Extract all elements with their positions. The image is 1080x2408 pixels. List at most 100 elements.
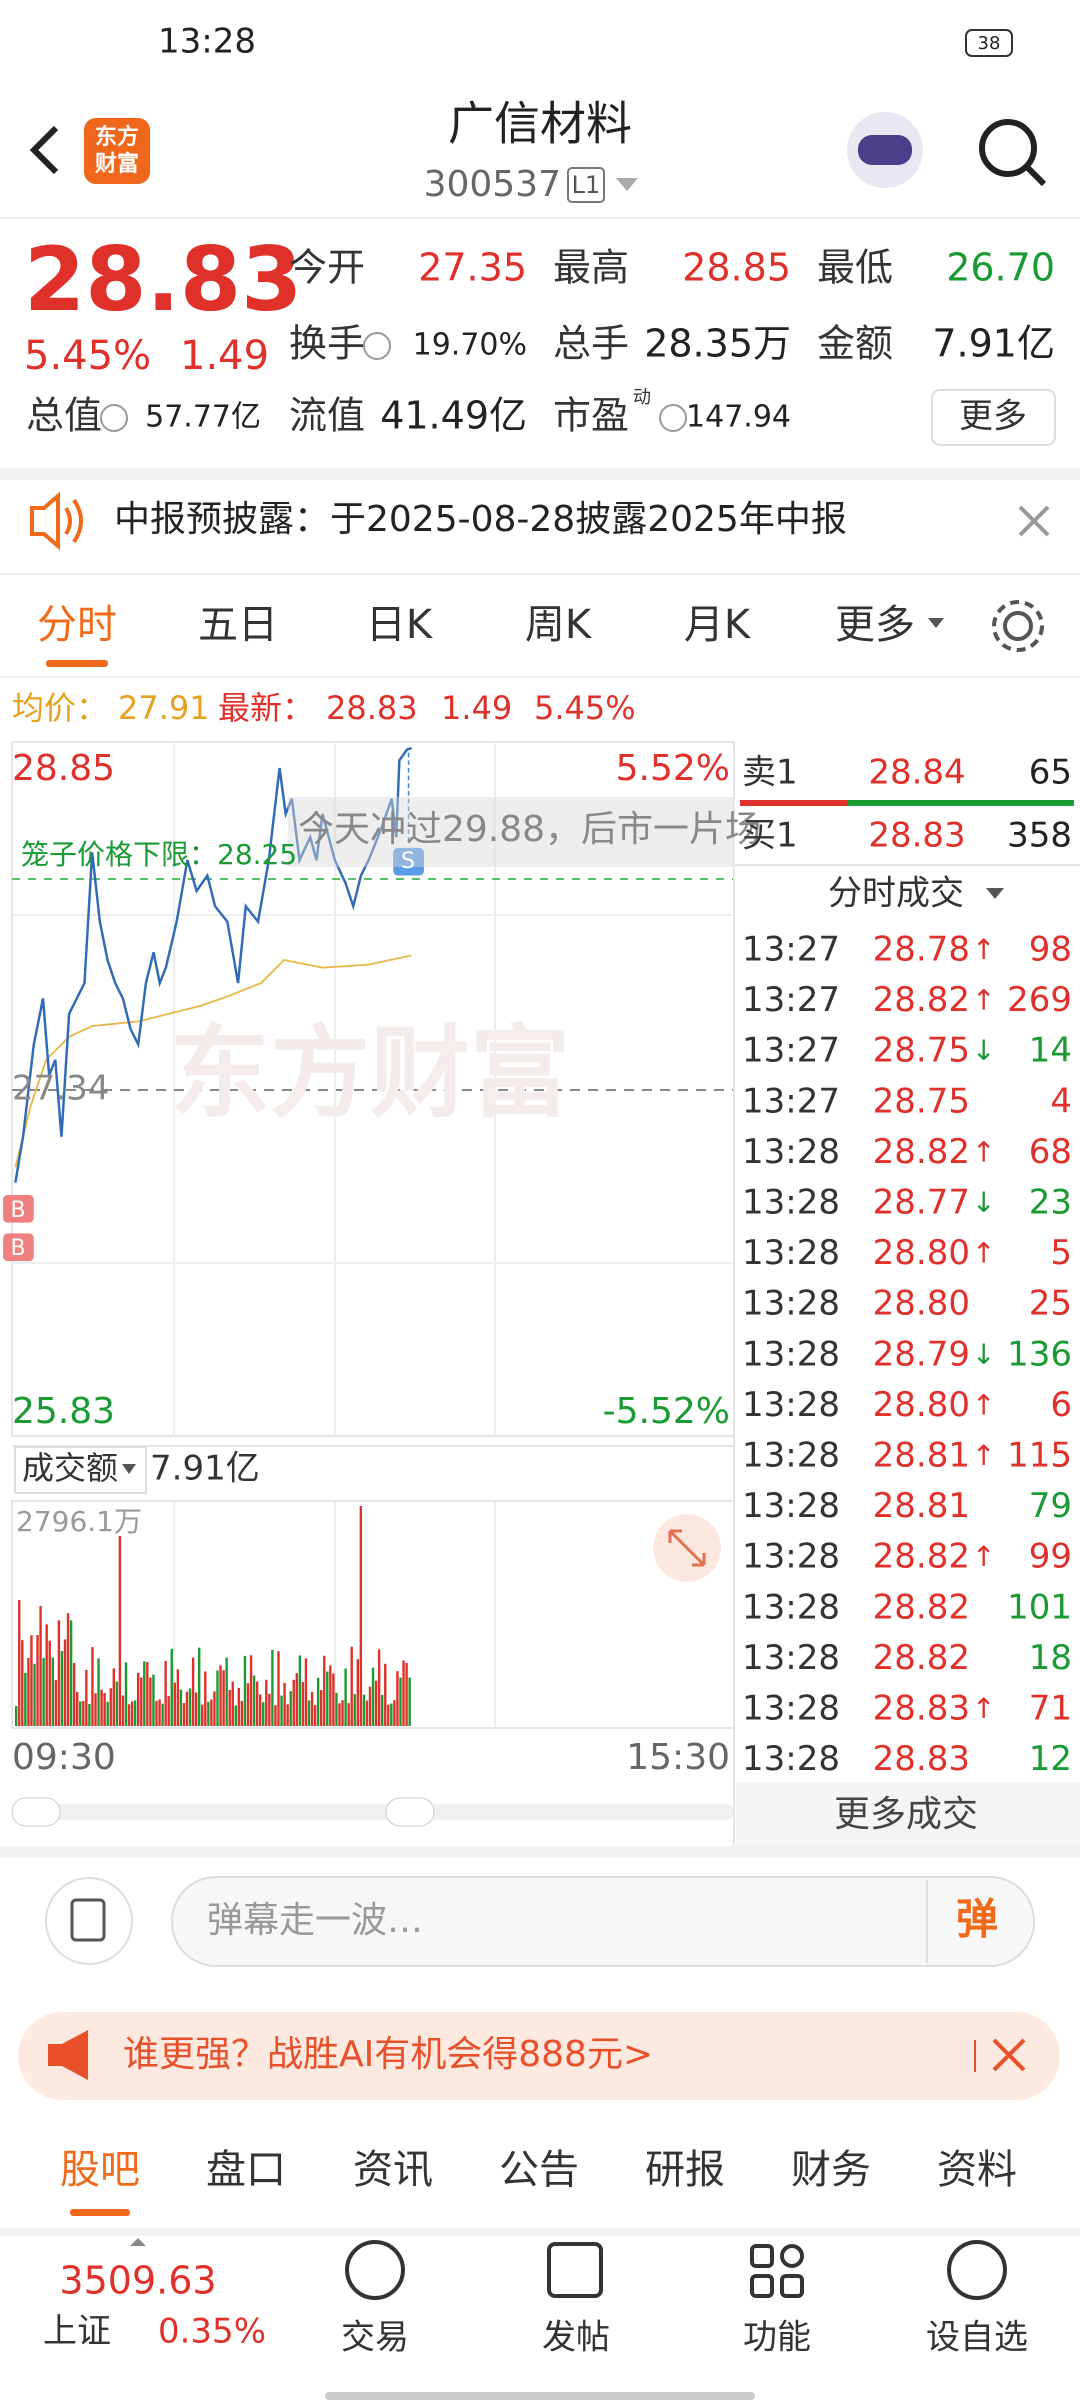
volume-bar <box>33 1663 36 1726</box>
volume-bar <box>252 1675 256 1726</box>
trade-price: 28.80 <box>873 1233 970 1273</box>
trade-time: 13:28 <box>742 1436 840 1476</box>
trade-volume: 6 <box>1050 1385 1072 1425</box>
trade-price: 28.81 <box>873 1436 970 1476</box>
volume-bar <box>240 1700 244 1726</box>
volume-bar <box>335 1692 338 1726</box>
close-icon[interactable] <box>992 2038 1026 2072</box>
volume-bar <box>72 1662 76 1726</box>
trade-price: 28.83 <box>873 1739 970 1779</box>
volume-max: 2796.1万 <box>16 1505 142 1538</box>
stat-value: 57.77亿 <box>145 400 261 435</box>
volume-bar <box>21 1640 24 1726</box>
dropdown-arrow <box>928 618 944 628</box>
chart-tab[interactable]: 周K <box>525 602 593 648</box>
battery <box>965 29 1013 57</box>
stat-value: 7.91亿 <box>932 322 1055 366</box>
volume-bar <box>149 1677 152 1726</box>
volume-bar <box>161 1703 164 1726</box>
volume-bar <box>271 1649 274 1726</box>
more-trades[interactable]: 更多成交 <box>834 1794 978 1835</box>
chart-tab[interactable]: 五日 <box>198 602 278 648</box>
danmaku-button[interactable]: 弹 <box>956 1895 998 1944</box>
index-name: 上证 <box>43 2312 111 2352</box>
volume-bar <box>286 1704 289 1726</box>
volume-bar <box>268 1693 271 1726</box>
scroll-handle[interactable] <box>385 1797 435 1827</box>
section-tab[interactable]: 公告 <box>499 2147 579 2193</box>
volume-bar <box>24 1672 27 1726</box>
order-level: 卖1 <box>742 753 798 793</box>
comment-input[interactable] <box>171 1876 1035 1967</box>
volume-bar <box>356 1659 359 1726</box>
section-tab[interactable]: 研报 <box>645 2147 725 2193</box>
chart-tab[interactable]: 月K <box>684 602 752 648</box>
volume-bar <box>307 1700 311 1726</box>
volume-bar <box>60 1650 64 1726</box>
cage-label: 笼子价格下限：28.25 <box>21 838 297 871</box>
search-icon[interactable] <box>979 119 1037 177</box>
volume-bar <box>283 1682 286 1726</box>
active-tab-indicator <box>46 660 108 667</box>
section-tab[interactable]: 股吧 <box>60 2147 140 2193</box>
trade-direction: ↑ <box>972 1692 995 1725</box>
volume-bar <box>219 1665 222 1726</box>
stat-label: 最高 <box>553 246 629 290</box>
nav-item[interactable]: 功能 <box>743 2318 811 2358</box>
chart-tab[interactable]: 日K <box>366 602 434 648</box>
volume-selector: 成交额 <box>22 1449 118 1487</box>
divider <box>0 2228 1080 2236</box>
volume-selector-box[interactable] <box>14 1446 147 1494</box>
volume-bar <box>39 1606 42 1726</box>
divider <box>0 676 1080 678</box>
nav-item[interactable]: 发帖 <box>542 2318 610 2358</box>
chart-tab[interactable]: 更多 <box>835 602 915 648</box>
section-tab[interactable]: 资讯 <box>353 2147 433 2193</box>
trade-direction: ↑ <box>972 933 995 966</box>
settings-icon[interactable] <box>1003 611 1033 641</box>
trade-volume: 5 <box>1050 1233 1072 1273</box>
comment-icon[interactable] <box>45 1877 133 1965</box>
volume-bar <box>359 1506 363 1726</box>
trade-time: 13:28 <box>742 1486 840 1526</box>
stat-label: 换手 <box>289 322 365 366</box>
scroll-handle[interactable] <box>11 1797 61 1827</box>
volume-bar <box>143 1661 146 1726</box>
more-trades-bg[interactable] <box>736 1782 1080 1846</box>
volume-bar <box>164 1660 167 1726</box>
close-icon[interactable] <box>1018 505 1050 537</box>
chart-tab[interactable]: 分时 <box>37 602 117 648</box>
logo <box>84 118 150 184</box>
info-icon <box>363 332 391 360</box>
volume-total: 7.91亿 <box>150 1449 260 1489</box>
order-ratio-buy <box>848 800 1074 806</box>
nav-item[interactable]: 交易 <box>341 2318 409 2358</box>
price-line <box>14 746 413 1183</box>
volume-bar <box>231 1681 234 1726</box>
section-tab[interactable]: 盘口 <box>206 2147 286 2193</box>
section-tab[interactable]: 资料 <box>937 2147 1017 2193</box>
logo-text: 东方 <box>95 124 139 150</box>
trade-volume: 68 <box>1029 1132 1072 1172</box>
volume-bar <box>133 1700 137 1726</box>
divider <box>0 1846 1080 1858</box>
trade-price: 28.82 <box>873 980 970 1020</box>
section-tab[interactable]: 财务 <box>791 2147 871 2193</box>
trade-time: 13:28 <box>742 1233 840 1273</box>
volume-bar <box>304 1658 308 1726</box>
volume-bar <box>88 1703 91 1726</box>
volume-bar <box>15 1706 18 1726</box>
volume-bar <box>338 1703 341 1726</box>
promo-banner[interactable] <box>18 2012 1060 2100</box>
trade-time: 13:28 <box>742 1132 840 1172</box>
volume-bar <box>51 1657 54 1726</box>
more-button[interactable] <box>931 389 1056 446</box>
legend-change-percent: 5.45% <box>534 689 636 727</box>
trade-price: 28.77 <box>873 1183 970 1223</box>
volume-bar <box>377 1649 381 1726</box>
volume-bar <box>30 1635 33 1726</box>
nav-item[interactable]: 设自选 <box>926 2318 1028 2358</box>
back-icon[interactable] <box>29 125 59 175</box>
volume-bar <box>371 1667 375 1726</box>
status-time: 13:28 <box>158 22 256 62</box>
